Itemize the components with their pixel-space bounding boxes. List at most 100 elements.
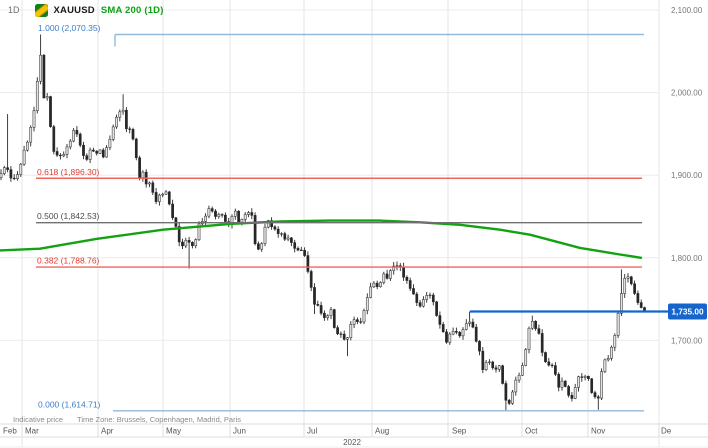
candle bbox=[369, 282, 372, 299]
candle bbox=[22, 145, 26, 166]
x-axis[interactable]: Feb Mar Apr May Jun Jul Aug Sep Oct Nov De 2022 bbox=[0, 423, 708, 448]
candle bbox=[392, 262, 396, 275]
candle bbox=[461, 327, 465, 340]
candle bbox=[148, 181, 151, 188]
chart-header: 1D XAUUSD SMA 200 (1D) bbox=[8, 4, 164, 17]
candle-body-down bbox=[171, 203, 174, 218]
candle bbox=[332, 308, 336, 329]
candle bbox=[177, 222, 181, 247]
candle-body-down bbox=[471, 321, 475, 328]
candle-body-down bbox=[283, 233, 287, 240]
candle bbox=[19, 162, 23, 177]
candle-body-down bbox=[590, 378, 594, 393]
candle-body-down bbox=[177, 226, 181, 243]
candle bbox=[606, 355, 610, 362]
candle-body-down bbox=[220, 214, 224, 216]
candle bbox=[587, 375, 590, 381]
candle-body-down bbox=[339, 333, 343, 335]
candle-body-down bbox=[187, 240, 191, 243]
candle-body-down bbox=[415, 293, 419, 303]
candle-body-up bbox=[108, 139, 112, 148]
candle-body-up bbox=[263, 226, 267, 244]
candle-body-up bbox=[148, 182, 151, 185]
candle-body-down bbox=[474, 326, 478, 342]
candle bbox=[455, 327, 458, 335]
candle-body-up bbox=[392, 265, 396, 271]
y-axis[interactable]: 2,100.00 2,000.00 1,900.00 1,800.00 1,700.00 bbox=[671, 6, 703, 345]
candle bbox=[134, 137, 138, 161]
candle-body-down bbox=[154, 192, 158, 202]
candle bbox=[303, 247, 306, 257]
candle-body-down bbox=[507, 399, 511, 404]
candle bbox=[125, 107, 128, 133]
candle bbox=[349, 321, 353, 341]
candle-body-up bbox=[349, 324, 353, 338]
fibonacci-retracement[interactable]: 1.000 (2,070.35) 0.618 (1,896.30) 0.500 (1… bbox=[36, 23, 644, 412]
candle bbox=[286, 234, 290, 242]
candle bbox=[507, 398, 511, 405]
candle bbox=[501, 364, 504, 385]
symbol-label[interactable]: XAUUSD bbox=[53, 5, 95, 16]
candle-body-down bbox=[336, 327, 339, 335]
candle bbox=[290, 237, 293, 247]
candle bbox=[118, 109, 122, 122]
candle bbox=[583, 374, 587, 381]
candle-body-down bbox=[151, 182, 155, 193]
candle bbox=[115, 114, 118, 129]
candle-body-up bbox=[26, 141, 29, 151]
candle-body-down bbox=[478, 341, 481, 352]
indicator-label[interactable]: SMA 200 (1D) bbox=[100, 5, 164, 16]
candle-body-up bbox=[468, 321, 471, 324]
candle bbox=[75, 126, 79, 137]
candle-body-up bbox=[233, 210, 237, 217]
candle-body-down bbox=[441, 324, 445, 333]
timeframe-label[interactable]: 1D bbox=[8, 5, 20, 15]
last-price-label bbox=[668, 303, 707, 320]
candle-body-up bbox=[32, 110, 36, 128]
candle-body-down bbox=[481, 350, 485, 370]
candle bbox=[346, 336, 349, 357]
candle-body-up bbox=[260, 243, 264, 250]
candle bbox=[230, 214, 234, 229]
candle-body-up bbox=[88, 149, 92, 160]
month-label: De bbox=[661, 427, 672, 436]
candle-body-down bbox=[359, 321, 363, 323]
candle bbox=[336, 325, 339, 336]
candle-body-up bbox=[141, 171, 145, 178]
candle-body-down bbox=[237, 210, 240, 223]
last-price[interactable]: 1,735.00 bbox=[470, 303, 707, 320]
candle bbox=[108, 135, 112, 151]
candle-body-down bbox=[270, 220, 273, 227]
candle-body-up bbox=[511, 391, 514, 404]
candle-body-down bbox=[408, 280, 412, 289]
candle-body-down bbox=[290, 237, 293, 243]
candle bbox=[273, 225, 277, 231]
candle-body-down bbox=[385, 273, 389, 279]
candle-body-down bbox=[563, 380, 567, 387]
candle-body-down bbox=[455, 330, 458, 333]
candle bbox=[68, 139, 72, 150]
candle bbox=[45, 93, 49, 101]
month-label: Nov bbox=[591, 427, 605, 436]
candle-body-down bbox=[214, 210, 217, 217]
candle-body-up bbox=[497, 365, 501, 370]
candle bbox=[167, 190, 171, 206]
candle bbox=[478, 340, 481, 356]
candle-body-down bbox=[319, 305, 323, 314]
candle-body-up bbox=[527, 327, 531, 350]
candle bbox=[596, 395, 600, 410]
candle bbox=[207, 205, 211, 219]
candle-body-up bbox=[197, 223, 201, 240]
candle bbox=[435, 300, 438, 317]
candle bbox=[464, 319, 468, 331]
candle-body-up bbox=[352, 319, 356, 325]
candle-body-down bbox=[323, 312, 326, 318]
candle bbox=[610, 345, 613, 361]
candle-body-down bbox=[95, 150, 99, 154]
candle-body-up bbox=[524, 349, 528, 366]
candle-body-up bbox=[2, 167, 6, 174]
candle bbox=[197, 221, 201, 242]
candle bbox=[402, 262, 405, 281]
